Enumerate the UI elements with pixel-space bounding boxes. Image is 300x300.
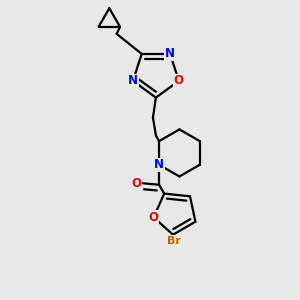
Text: N: N — [165, 47, 175, 60]
Text: N: N — [154, 158, 164, 171]
Text: N: N — [128, 74, 138, 87]
Text: O: O — [131, 177, 141, 190]
Text: O: O — [174, 74, 184, 87]
Text: O: O — [148, 211, 159, 224]
Text: Br: Br — [167, 236, 181, 246]
